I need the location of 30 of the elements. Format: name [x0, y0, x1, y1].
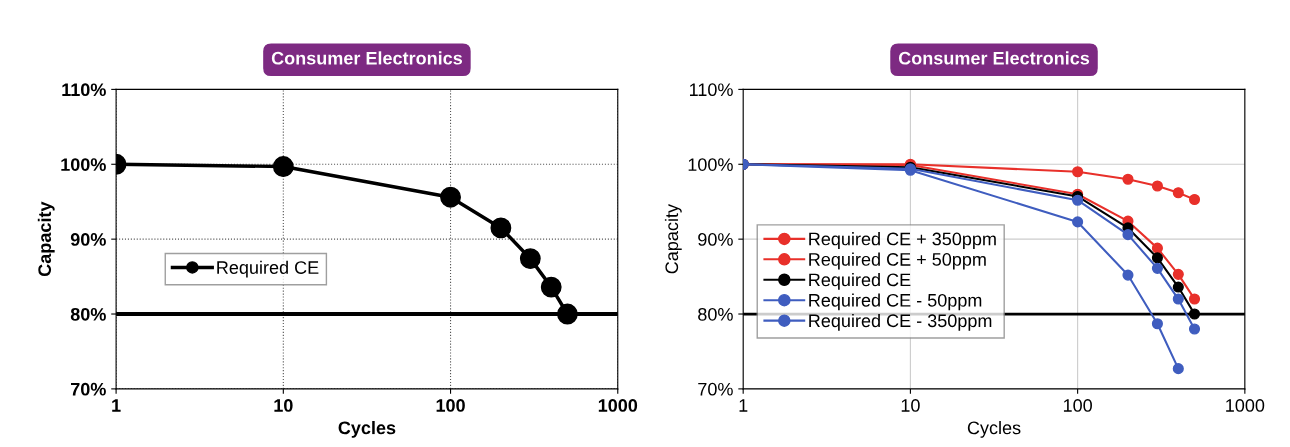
y-tick-label: 110%	[689, 83, 733, 97]
legend-label: Required CE - 350ppm	[809, 313, 992, 331]
y-tick-label: 100%	[688, 158, 733, 171]
x-tick-label: 1000	[598, 399, 638, 412]
x-axis-title: Cycles	[338, 421, 396, 438]
y-tick-label: 90%	[698, 233, 733, 246]
x-tick-label: 1	[112, 399, 121, 412]
y-tick-label: 90%	[70, 233, 106, 246]
y-tick-label: 80%	[70, 307, 106, 321]
legend-label: Required CE	[809, 273, 911, 290]
legend-label: Required CE + 50ppm	[809, 252, 986, 270]
legend-label: Required CE	[217, 260, 319, 278]
y-tick-label: 80%	[698, 307, 733, 321]
y-axis-title: Capacity	[664, 204, 682, 274]
y-tick-label: 70%	[71, 382, 106, 396]
y-axis-title: Capacity	[37, 201, 55, 277]
x-tick-label: 1	[739, 399, 748, 412]
x-tick-label: 10	[274, 399, 293, 412]
x-axis-title: Cycles	[967, 421, 1021, 438]
chart-title: Consumer Electronics	[898, 51, 1090, 65]
x-tick-label: 100	[436, 399, 465, 412]
x-tick-label: 10	[901, 399, 920, 412]
y-tick-label: 100%	[61, 158, 106, 171]
x-tick-label: 1000	[1226, 399, 1265, 412]
y-tick-label: 110%	[62, 83, 106, 97]
x-tick-label: 100	[1063, 399, 1092, 412]
chart-title: Consumer Electronics	[271, 51, 463, 65]
legend-label: Required CE + 350ppm	[809, 232, 996, 249]
y-tick-label: 70%	[698, 382, 733, 396]
legend-label: Required CE - 50ppm	[809, 293, 982, 311]
